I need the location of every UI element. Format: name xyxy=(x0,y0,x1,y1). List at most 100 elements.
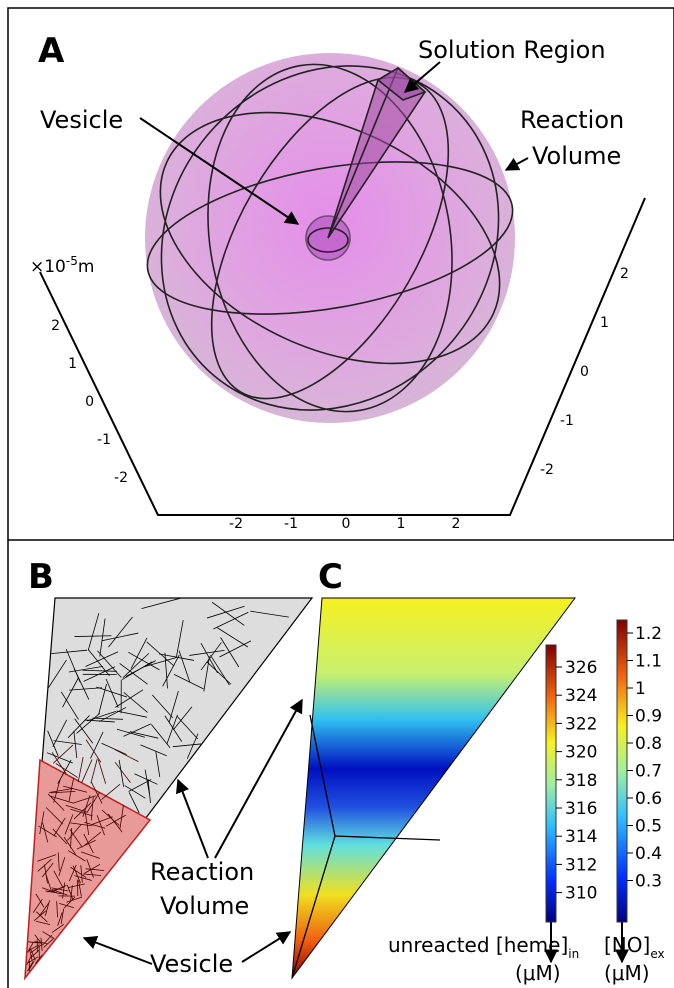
mesh-edge xyxy=(203,656,210,692)
tick-label: 0.7 xyxy=(635,762,662,782)
mesh-edge xyxy=(37,854,57,862)
tick-label: 0.3 xyxy=(635,872,662,892)
mesh-edge xyxy=(44,900,50,916)
mesh-edge xyxy=(219,640,252,658)
mesh-edge xyxy=(67,715,90,738)
unit: m xyxy=(78,257,95,277)
mesh-edge xyxy=(114,762,131,783)
mesh-edge xyxy=(97,650,122,678)
mesh-edge xyxy=(76,839,96,850)
tick-label: 1 xyxy=(68,356,77,372)
mesh-edge xyxy=(114,748,139,763)
mesh-edge xyxy=(76,712,101,734)
mesh-edge xyxy=(60,691,79,720)
mesh-edge xyxy=(45,807,63,825)
mesh-edge xyxy=(82,873,102,876)
mesh-edge xyxy=(48,659,67,688)
mesh-edge xyxy=(142,657,177,668)
mesh-edge xyxy=(28,941,41,944)
mesh-edge xyxy=(28,944,40,951)
mesh-edge xyxy=(96,814,105,836)
mesh-edge xyxy=(41,862,54,878)
mesh-edge xyxy=(141,597,181,609)
mesh-edge xyxy=(51,649,88,655)
mesh-edge xyxy=(70,822,93,827)
mesh-edge xyxy=(105,678,119,708)
tick-label: -1 xyxy=(284,516,298,532)
mesh-edge xyxy=(33,910,47,921)
colorbar xyxy=(616,619,628,923)
mesh-edge xyxy=(27,941,34,953)
colorbar-unit: (μM) xyxy=(515,961,561,985)
mesh-edge xyxy=(35,893,45,908)
mesh-edge xyxy=(62,882,66,899)
mesh-edge xyxy=(122,653,150,679)
label: Volume xyxy=(160,892,249,920)
mesh-edge xyxy=(73,730,78,759)
axis-unit: ×10-5m xyxy=(30,254,94,277)
mesh-edge xyxy=(39,811,45,835)
panel-letter: A xyxy=(38,31,65,71)
mesh-edge xyxy=(42,931,55,939)
mesh-edge xyxy=(91,816,113,825)
mesh-edge xyxy=(51,923,65,933)
mesh-edge xyxy=(78,880,82,897)
label: Solution Region xyxy=(418,36,606,64)
mesh-edge xyxy=(91,781,103,804)
mesh-edge xyxy=(162,654,180,687)
tick-label: 324 xyxy=(565,686,597,706)
mesh-edge xyxy=(73,802,92,820)
tick-label: 0 xyxy=(342,516,351,532)
mesh-edge xyxy=(52,744,74,764)
mesh-edge xyxy=(74,875,92,881)
mesh-edge xyxy=(72,865,81,884)
mesh-edge xyxy=(37,858,52,872)
mesh-edge xyxy=(84,821,106,829)
mesh-edge xyxy=(83,831,102,846)
mesh-edge xyxy=(51,887,69,892)
mesh-edge xyxy=(128,779,152,792)
mesh-edge xyxy=(63,836,77,855)
arrow xyxy=(139,117,300,225)
label-text: unreacted [heme] xyxy=(388,933,568,957)
mesh-edge xyxy=(57,759,72,784)
mesh-edge xyxy=(150,724,171,749)
mesh-edge xyxy=(27,961,34,972)
tick-label: -1 xyxy=(97,432,111,448)
mesh xyxy=(24,597,314,981)
mesh-edge xyxy=(68,777,75,802)
mesh-edge xyxy=(42,934,53,945)
mesh-edge xyxy=(189,649,225,656)
mesh-edge xyxy=(129,731,159,739)
mesh-edge xyxy=(84,812,90,836)
mesh-edge xyxy=(30,948,36,961)
mesh-edge xyxy=(70,808,93,817)
mesh-edge xyxy=(73,795,97,804)
tick-label: 1 xyxy=(397,516,406,532)
mesh-edge xyxy=(82,669,117,672)
mesh-edge xyxy=(173,706,193,730)
label-text: [NO] xyxy=(604,933,650,957)
mesh-edge xyxy=(46,752,73,764)
mesh-edge xyxy=(119,804,124,829)
panel-letter: C xyxy=(318,557,343,597)
mesh-edge xyxy=(123,692,148,713)
mesh-edge xyxy=(217,627,249,648)
tick-label: 0.8 xyxy=(635,734,662,754)
mesh-edge xyxy=(164,715,182,742)
mesh-edge xyxy=(118,759,125,787)
mesh-edge xyxy=(40,937,43,951)
label: Volume xyxy=(532,142,621,170)
mesh-edge xyxy=(57,852,60,871)
mesh-edge xyxy=(140,744,167,757)
mesh-edge xyxy=(68,883,85,888)
mesh-edge xyxy=(86,859,94,878)
mesh-edge xyxy=(134,773,158,785)
mesh-edge xyxy=(85,739,102,763)
mesh-edge xyxy=(147,779,151,803)
mesh-edge xyxy=(28,956,39,964)
mesh-edge xyxy=(53,870,64,888)
arrow xyxy=(82,935,153,965)
mesh-edge xyxy=(58,857,66,877)
